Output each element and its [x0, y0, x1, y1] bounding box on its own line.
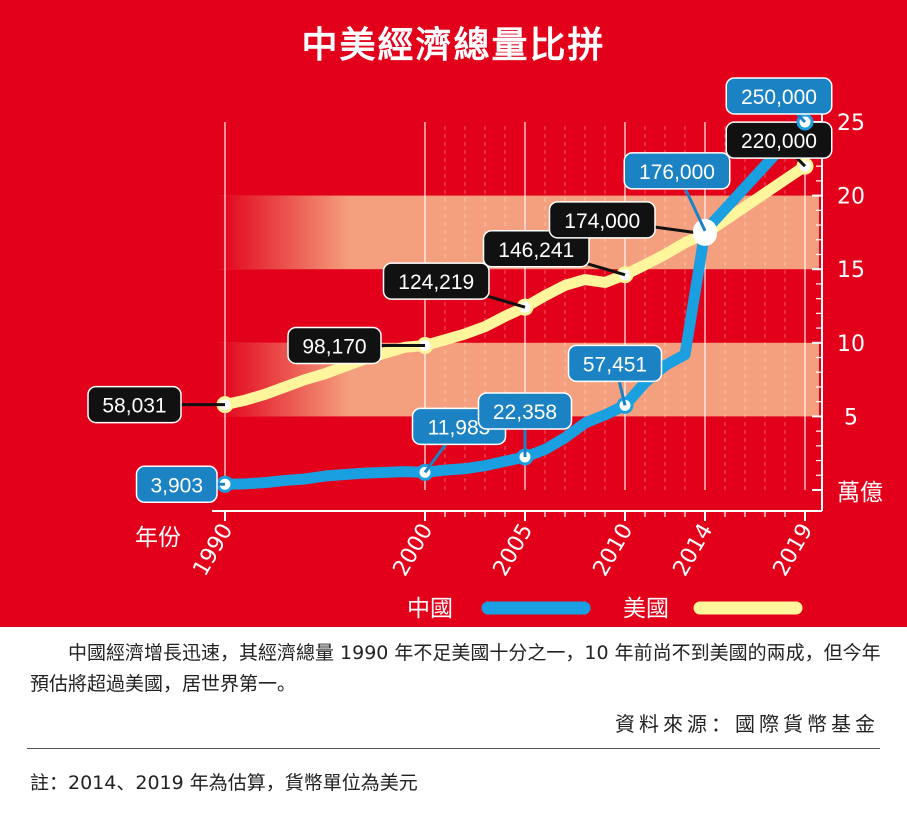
- callout-box-1-4: [548, 201, 656, 239]
- chart-caption: 中國經濟增長迅速，其經濟總量 1990 年不足美國十分之一，10 年前尚不到美國…: [30, 642, 881, 695]
- x-tick-label-2014: 2014: [669, 520, 719, 581]
- callout-box-1-0: [87, 385, 182, 424]
- x-axis-label: 年份: [135, 525, 181, 551]
- x-tick-label-2010: 2010: [589, 520, 639, 581]
- callout-box-1-1: [287, 326, 382, 365]
- band-fade-1: [218, 195, 438, 270]
- callout-box-0-3: [567, 344, 663, 383]
- data-label-1-5: 220,000: [741, 130, 817, 153]
- data-label-0-4: 176,000: [639, 161, 715, 184]
- y-tick-label-5: 5: [844, 405, 858, 430]
- data-label-1-2: 124,219: [398, 271, 474, 294]
- divider: [27, 748, 880, 749]
- y-tick-label-25: 25: [837, 111, 865, 136]
- data-source: 資料來源：國際貨幣基金: [615, 712, 879, 736]
- data-label-1-4: 174,000: [564, 210, 640, 233]
- y-axis-unit: 萬億: [837, 480, 883, 506]
- data-label-0-2: 22,358: [493, 401, 557, 424]
- y-tick-label-15: 15: [837, 258, 865, 283]
- y-tick-label-10: 10: [837, 332, 865, 357]
- x-tick-label-2000: 2000: [389, 520, 439, 581]
- callout-box-1-5: [725, 121, 833, 159]
- callout-box-0-5: [725, 77, 833, 115]
- series-line-1: [219, 160, 811, 411]
- data-label-0-3: 57,451: [583, 353, 647, 376]
- chart-title: 中美經濟總量比拼: [301, 24, 606, 66]
- callout-box-0-2: [477, 392, 573, 430]
- x-tick-label-2019: 2019: [769, 520, 819, 581]
- callout-box-1-2: [382, 262, 490, 300]
- series-line-0: [219, 116, 811, 490]
- data-label-0-5: 250,000: [741, 86, 817, 109]
- x-tick-label-1990: 1990: [189, 520, 239, 581]
- callout-box-0-4: [623, 152, 731, 190]
- legend-label-1: 美國: [623, 596, 669, 622]
- callout-box-0-0: [135, 465, 218, 504]
- data-label-1-1: 98,170: [302, 335, 366, 358]
- gdp-line-chart: 1990 2000 2005 2010 2014 2019 年份 5 10 15 20 25 萬億 58…: [87, 77, 883, 622]
- y-tick-label-20: 20: [837, 185, 865, 210]
- data-label-0-1: 11,985: [428, 416, 491, 439]
- data-label-1-3: 146,241: [498, 239, 574, 262]
- footnote: 註：2014、2019 年為估算，貨幣單位為美元: [30, 772, 418, 794]
- data-label-0-0: 3,903: [150, 474, 203, 497]
- data-label-1-0: 58,031: [102, 395, 166, 418]
- legend-label-0: 中國: [407, 596, 453, 622]
- x-tick-label-2005: 2005: [489, 520, 539, 581]
- callout-box-1-3: [482, 230, 590, 268]
